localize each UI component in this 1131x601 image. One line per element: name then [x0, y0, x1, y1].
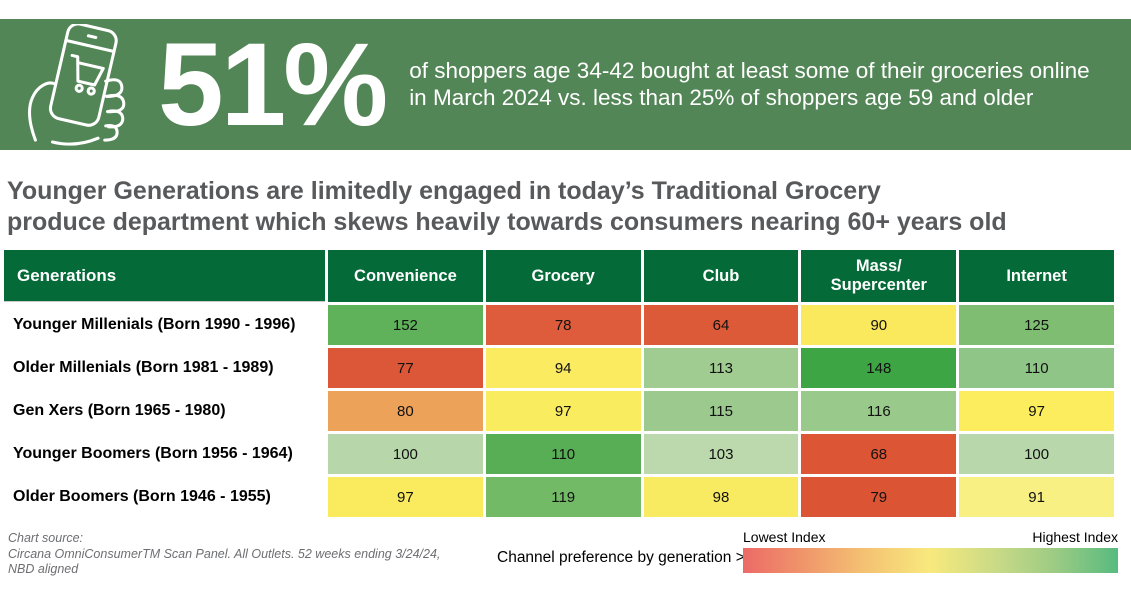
- row-label-younger-millenials: Younger Millenials (Born 1990 - 1996): [4, 305, 325, 345]
- row-label-younger-boomers: Younger Boomers (Born 1956 - 1964): [4, 434, 325, 474]
- heatmap-cell: 97: [959, 391, 1114, 431]
- heatmap-cell: 98: [643, 477, 799, 517]
- heatmap-cell: 119: [485, 477, 641, 517]
- heatmap-cell: 78: [485, 305, 641, 345]
- heatmap-cell: 68: [801, 434, 957, 474]
- heatmap-cell: 116: [801, 391, 957, 431]
- page-title: Younger Generations are limitedly engage…: [7, 177, 1007, 236]
- chart-source-line: Circana OmniConsumerTM Scan Panel. All O…: [8, 546, 441, 561]
- heatmap-cell: 79: [801, 477, 957, 517]
- row-label-gen-xers: Gen Xers (Born 1965 - 1980): [4, 391, 325, 431]
- heatmap-cell: 97: [328, 477, 483, 517]
- row-label-older-boomers: Older Boomers (Born 1946 - 1955): [4, 477, 325, 517]
- chart-source: Chart source: Circana OmniConsumerTM Sca…: [8, 531, 440, 578]
- column-header-generations: Generations: [4, 250, 325, 302]
- legend-gradient-bar: [743, 548, 1118, 573]
- stat-description: of shoppers age 34-42 bought at least so…: [409, 58, 1090, 110]
- heatmap-cell: 125: [959, 305, 1114, 345]
- legend-labels: Lowest Index Highest Index: [743, 529, 1118, 545]
- legend-caption: Channel preference by generation >: [497, 549, 745, 566]
- heatmap-cell: 110: [959, 348, 1114, 388]
- heatmap-cell: 94: [485, 348, 641, 388]
- column-header-convenience: Convenience: [328, 250, 483, 302]
- heatmap-cell: 97: [485, 391, 641, 431]
- heatmap-cell: 152: [328, 305, 483, 345]
- heatmap-cell: 80: [328, 391, 483, 431]
- chart-source-line: Chart source:: [8, 531, 84, 545]
- heatmap-cell: 64: [643, 305, 799, 345]
- heatmap-cell: 148: [801, 348, 957, 388]
- column-header-club: Club: [643, 250, 799, 302]
- chart-source-line: NBD aligned: [8, 562, 79, 576]
- stat-value: 51%: [158, 18, 388, 151]
- column-header-grocery: Grocery: [485, 250, 641, 302]
- heatmap-cell: 91: [959, 477, 1114, 517]
- heatmap-cell: 103: [643, 434, 799, 474]
- heatmap-cell: 115: [643, 391, 799, 431]
- heatmap-cell: 100: [328, 434, 483, 474]
- heatmap-cell: 110: [485, 434, 641, 474]
- legend-high-label: Highest Index: [1032, 529, 1118, 545]
- heatmap-cell: 100: [959, 434, 1114, 474]
- heatmap-cell: 113: [643, 348, 799, 388]
- stat-banner: 51% of shoppers age 34-42 bought at leas…: [0, 19, 1131, 150]
- hand-holding-phone-cart-icon: [27, 23, 126, 146]
- heatmap-cell: 77: [328, 348, 483, 388]
- heatmap-cell: 90: [801, 305, 957, 345]
- index-legend: Lowest Index Highest Index: [743, 529, 1118, 573]
- column-header-mass-supercenter: Mass/ Supercenter: [801, 250, 957, 302]
- column-header-internet: Internet: [959, 250, 1114, 302]
- row-label-older-millenials: Older Millenials (Born 1981 - 1989): [4, 348, 325, 388]
- heatmap-table: Generations Convenience Grocery Club Mas…: [4, 250, 1114, 517]
- legend-low-label: Lowest Index: [743, 529, 826, 545]
